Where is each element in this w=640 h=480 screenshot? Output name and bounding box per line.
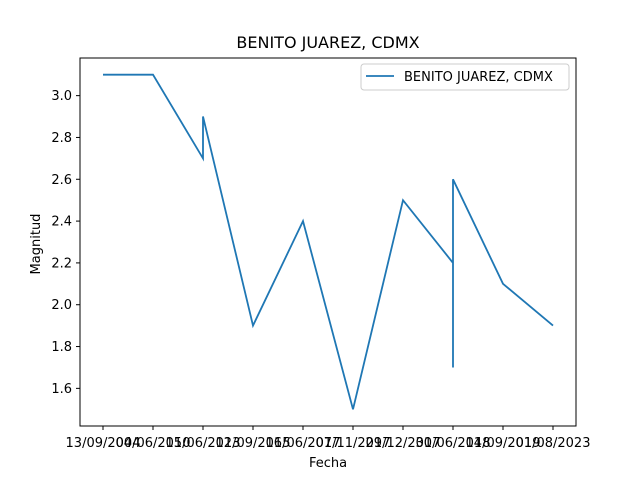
x-tick-label: 13/09/2004	[66, 436, 141, 451]
y-tick-label: 3.0	[51, 89, 72, 104]
y-tick-label: 2.6	[51, 173, 72, 188]
x-tick-label: 12/09/2015	[216, 436, 291, 451]
plot-area: 1.6 1.8 2.0 2.2 2.4 2.6 2.8 3.0 13/09/200404/06/…	[51, 57, 591, 451]
y-tick-label: 2.8	[51, 131, 72, 146]
x-tick-label: 07/11/2017	[316, 436, 391, 451]
x-tick-label: 04/06/2010	[116, 436, 191, 451]
y-tick-label: 2.4	[51, 215, 72, 230]
x-tick-label: 16/06/2017	[266, 436, 341, 451]
chart-title: BENITO JUAREZ, CDMX	[236, 33, 419, 52]
x-tick-label: 29/12/2017	[366, 436, 441, 451]
axes-frame	[79, 57, 577, 427]
x-tick-label: 30/06/2018	[416, 436, 491, 451]
x-tick-label: 15/06/2013	[166, 436, 241, 451]
legend-label: BENITO JUAREZ, CDMX	[404, 70, 553, 85]
x-tick-label: 14/09/2019	[466, 436, 541, 451]
y-tick-label: 1.6	[51, 382, 72, 397]
legend-box	[360, 63, 570, 91]
y-axis-title: Magnitud	[29, 214, 44, 275]
x-tick-label: 01/08/2023	[516, 436, 591, 451]
y-tick-label: 2.2	[51, 256, 72, 271]
x-axis-title: Fecha	[309, 456, 347, 471]
legend: BENITO JUAREZ, CDMX	[360, 63, 570, 91]
series-line-0	[103, 73, 554, 410]
y-tick-label: 2.0	[51, 298, 72, 313]
y-tick-label: 1.8	[51, 340, 72, 355]
